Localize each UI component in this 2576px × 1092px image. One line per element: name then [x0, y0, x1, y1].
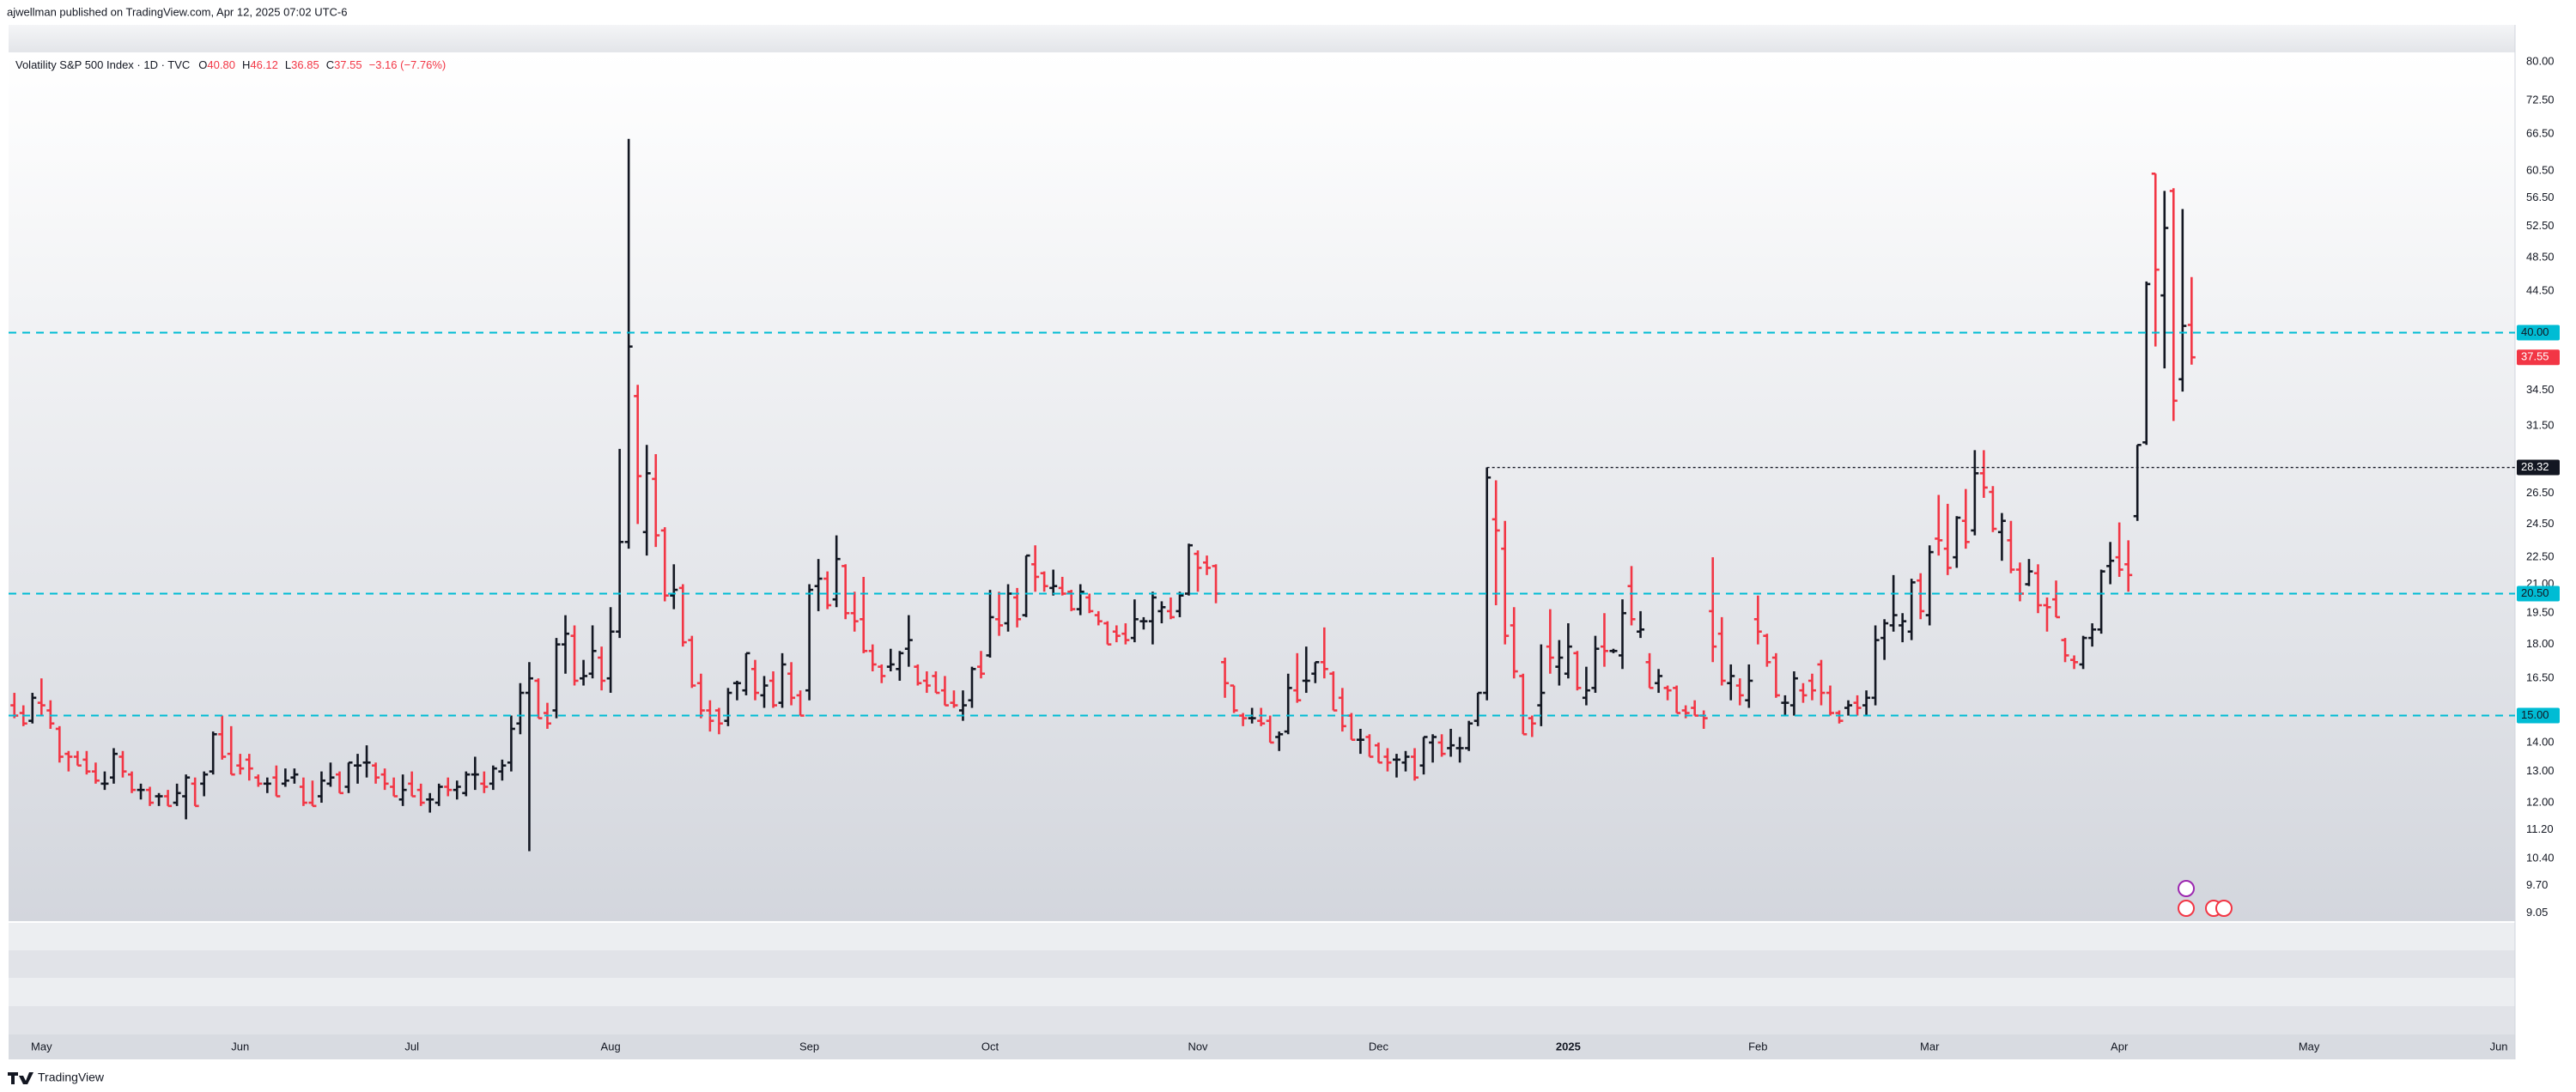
legend-value: 46.12 [250, 58, 278, 71]
y-tick-label: 13.00 [2526, 764, 2555, 777]
y-tick-label: 66.50 [2526, 127, 2555, 140]
y-tick-label: 26.50 [2526, 486, 2555, 499]
x-tick-label: Feb [1748, 1040, 1767, 1053]
level-label-box [2517, 707, 2560, 724]
y-tick-label: 48.50 [2526, 250, 2555, 263]
level-label-box [2517, 585, 2560, 602]
legend-value: 40.80 [207, 58, 235, 71]
y-tick-label: 80.00 [2526, 55, 2555, 68]
event-icon [2178, 900, 2195, 917]
x-tick-label: 2025 [1556, 1040, 1581, 1053]
byline: ajwellman published on TradingView.com, … [7, 5, 348, 18]
sub-pane [9, 1006, 2515, 1034]
ray-label-box [2517, 459, 2560, 476]
y-tick-label: 9.70 [2526, 878, 2548, 891]
brand: TradingView [38, 1071, 105, 1084]
x-tick-label: Aug [601, 1040, 621, 1053]
legend-change: −3.16 (−7.76%) [369, 58, 447, 71]
legend-value: 36.85 [291, 58, 319, 71]
time-axis [9, 1034, 2515, 1059]
y-tick-label: 44.50 [2526, 283, 2555, 296]
last-price-label: 37.55 [2521, 350, 2549, 363]
level-label-box [2517, 325, 2560, 341]
y-tick-label: 14.00 [2526, 735, 2555, 748]
x-tick-label: Oct [981, 1040, 999, 1053]
legend-title: Volatility S&P 500 Index · 1D · TVC [15, 58, 190, 71]
y-tick-label: 18.00 [2526, 637, 2555, 650]
y-tick-label: 22.50 [2526, 550, 2555, 563]
level-label: 40.00 [2521, 325, 2549, 338]
sub-pane [9, 950, 2515, 978]
legend-key: L [285, 58, 291, 71]
legend-value: 37.55 [334, 58, 362, 71]
sub-pane [9, 923, 2515, 950]
y-tick-label: 12.00 [2526, 795, 2555, 808]
legend-key: O [198, 58, 207, 71]
ray-label: 28.32 [2521, 460, 2549, 473]
bars [10, 138, 2196, 852]
x-tick-label: Jun [2490, 1040, 2508, 1053]
top-band [9, 25, 2515, 52]
y-tick-label: 56.50 [2526, 191, 2555, 203]
y-tick-label: 19.50 [2526, 606, 2555, 619]
y-tick-label: 34.50 [2526, 383, 2555, 396]
x-tick-label: May [31, 1040, 52, 1053]
logo-mark [8, 1072, 33, 1084]
x-tick-label: Mar [1920, 1040, 1940, 1053]
x-tick-label: Jul [404, 1040, 419, 1053]
legend: Volatility S&P 500 Index · 1D · TVC O40.8… [15, 58, 446, 71]
brand-logo [8, 1072, 33, 1084]
y-tick-label: 52.50 [2526, 219, 2555, 232]
y-tick-label: 9.05 [2526, 906, 2548, 919]
y-tick-label: 11.20 [2526, 822, 2554, 835]
x-tick-label: May [2299, 1040, 2320, 1053]
y-tick-label: 60.50 [2526, 164, 2555, 177]
level-label: 15.00 [2521, 708, 2549, 721]
sub-pane [9, 978, 2515, 1006]
x-tick-label: Dec [1369, 1040, 1389, 1053]
x-tick-label: Apr [2111, 1040, 2129, 1053]
legend-key: H [242, 58, 250, 71]
y-tick-label: 16.50 [2526, 671, 2555, 684]
y-tick-label: 24.50 [2526, 517, 2555, 530]
y-tick-label: 72.50 [2526, 93, 2555, 106]
y-tick-label: 31.50 [2526, 419, 2555, 432]
last-price-box [2517, 349, 2560, 366]
price-pane [9, 52, 2515, 921]
y-tick-label: 10.40 [2526, 852, 2555, 864]
x-tick-label: Sep [799, 1040, 819, 1053]
event-icon [2215, 900, 2233, 917]
event-icons [2178, 880, 2233, 917]
event-icon [2178, 880, 2195, 897]
legend-key: C [326, 58, 334, 71]
x-tick-label: Jun [231, 1040, 249, 1053]
price-axis [2515, 25, 2576, 1059]
x-tick-label: Nov [1188, 1040, 1208, 1053]
level-label: 20.50 [2521, 586, 2549, 599]
